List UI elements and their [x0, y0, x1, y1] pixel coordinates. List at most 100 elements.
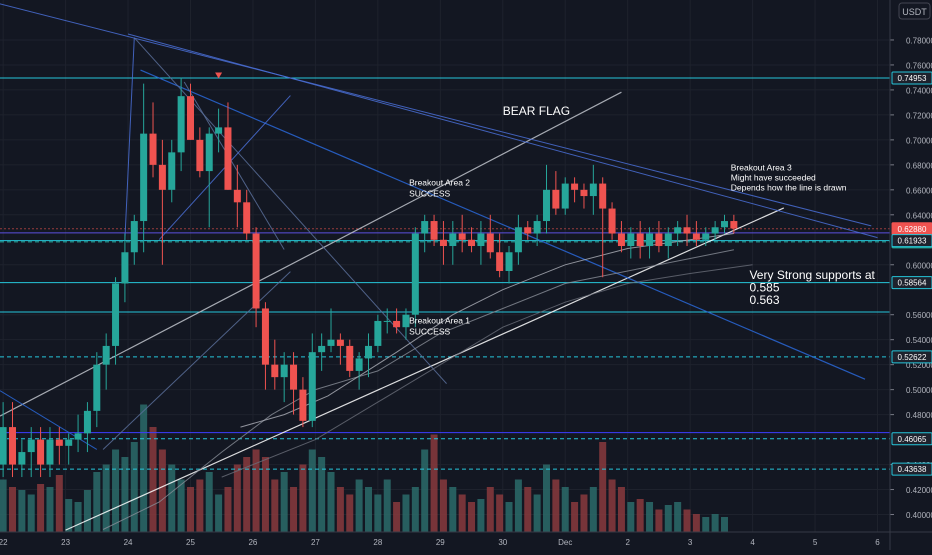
candle-body [411, 233, 419, 315]
candle-body [692, 233, 700, 240]
candle-body [308, 352, 316, 421]
trend-line [65, 207, 785, 531]
candle-body [646, 233, 654, 247]
candle-body [580, 189, 588, 197]
candle [561, 177, 569, 215]
volume-bar [364, 487, 372, 532]
candle [580, 183, 588, 209]
candle [627, 227, 635, 259]
trend-line [183, 81, 285, 250]
candle [683, 214, 691, 247]
candle-body [364, 345, 372, 359]
candle [177, 77, 185, 172]
candle [37, 427, 45, 478]
x-tick-label: 3 [688, 538, 693, 547]
candle-body [271, 364, 279, 378]
candle-body [730, 221, 738, 229]
volume-bar [664, 505, 672, 532]
volume-bar [646, 502, 654, 532]
volume-bar [636, 499, 644, 532]
candle [468, 227, 476, 253]
volume-bar [524, 487, 532, 532]
volume-bar [655, 509, 663, 532]
candle-body [571, 183, 579, 190]
price-level-badge: 0.62880 [891, 222, 932, 236]
candle-body [186, 96, 194, 140]
candle [140, 83, 148, 253]
candle-body [477, 233, 485, 247]
volume-bar [83, 490, 91, 532]
candle [18, 439, 26, 478]
price-level-badge-bg [891, 462, 932, 476]
volume-bar [617, 487, 625, 532]
currency-label: USDT [902, 7, 927, 17]
volume-bar [205, 472, 213, 532]
volume-bar [533, 494, 541, 532]
candle-body [55, 439, 63, 446]
volume-bar [261, 457, 269, 532]
candle [692, 221, 700, 247]
candle [374, 314, 382, 353]
volume-bar [421, 449, 429, 532]
volume-bar [55, 475, 63, 532]
candle [196, 127, 204, 178]
volume-bar [158, 449, 166, 532]
candle-body [496, 252, 504, 271]
candle [702, 227, 710, 247]
x-tick-label: 4 [750, 538, 755, 547]
candle [711, 221, 719, 240]
candle [571, 177, 579, 203]
volume-bar [486, 487, 494, 532]
trend-line [0, 390, 98, 450]
candle [430, 214, 438, 247]
candle [383, 308, 391, 334]
candle-body [383, 320, 391, 322]
candle [533, 214, 541, 247]
candle-body [0, 427, 7, 465]
price-level-label: 0.52622 [898, 353, 927, 362]
volume-bar [336, 487, 344, 532]
candle-body [655, 233, 663, 247]
volume-bar [280, 472, 288, 532]
candle-body [112, 283, 120, 346]
volume-bar [561, 487, 569, 532]
volume-bar [702, 517, 710, 532]
chart-annotation: SUCCESS [409, 188, 450, 198]
candle-body [720, 221, 728, 228]
candle-body [514, 227, 522, 253]
currency-badge[interactable]: USDT [898, 2, 931, 20]
volume-bar [589, 487, 597, 532]
volume-bar [374, 494, 382, 532]
x-tick-label: 29 [436, 538, 445, 547]
candle-body [430, 221, 438, 240]
candle-body [468, 239, 476, 247]
candle [93, 352, 101, 428]
candle-body [8, 427, 16, 465]
candle-body [505, 252, 513, 271]
trend-line [140, 69, 866, 380]
volume-bar [608, 479, 616, 532]
trend-line [124, 37, 135, 240]
price-level-badge-bg [891, 276, 932, 290]
candle-body [65, 439, 73, 446]
candle-body [261, 308, 269, 365]
candle-body [449, 233, 457, 247]
volume-bar [552, 479, 560, 532]
volume-bar [308, 449, 316, 532]
x-tick-label: 25 [186, 538, 195, 547]
candle [233, 164, 241, 228]
candle [477, 221, 485, 265]
volume-bar [477, 499, 485, 532]
volume-bar [683, 509, 691, 532]
volume-bar [599, 442, 607, 532]
candle [55, 427, 63, 465]
x-tick-label: 23 [61, 538, 70, 547]
candle-body [561, 183, 569, 209]
candle-body [627, 233, 635, 247]
